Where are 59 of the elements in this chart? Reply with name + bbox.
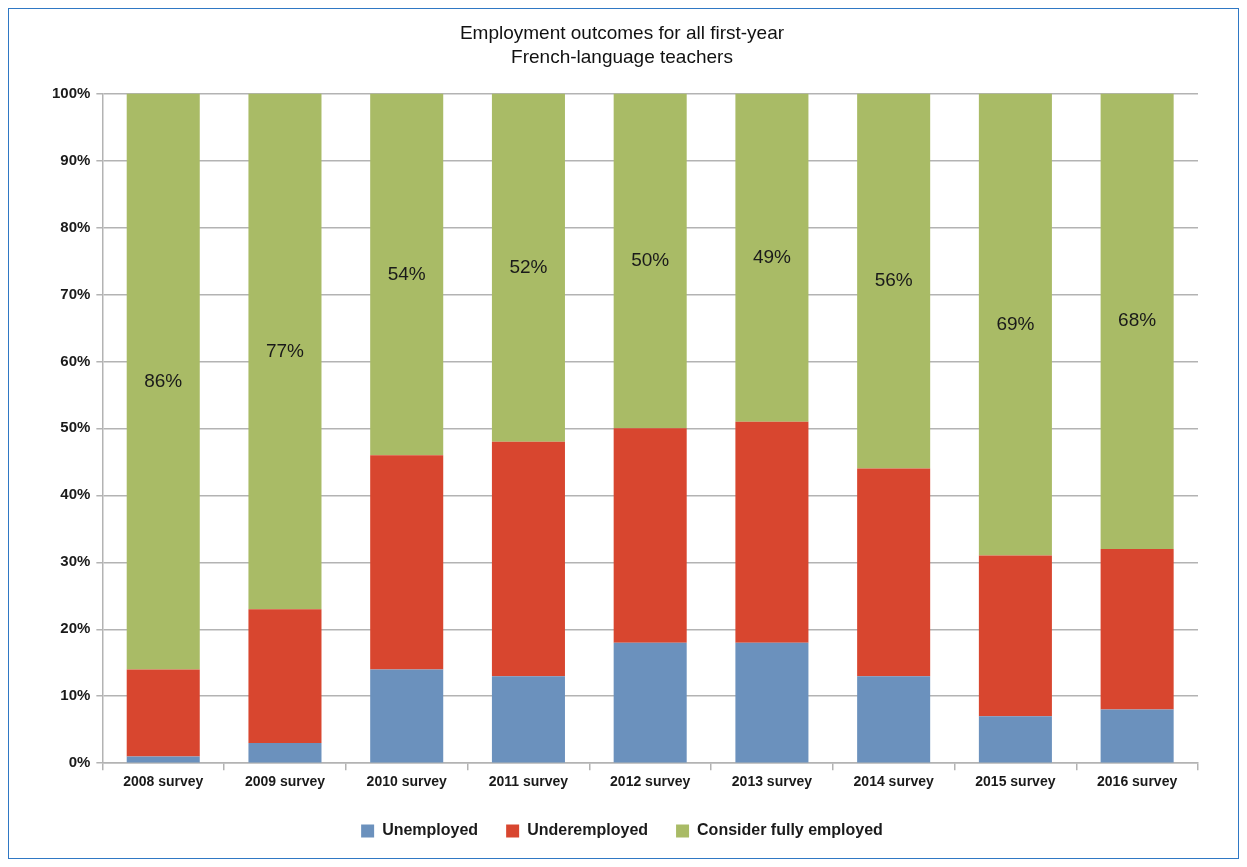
bar [491, 93, 565, 442]
bar [735, 93, 809, 422]
y-tick-label: 40% [60, 485, 91, 503]
data-label: 86% [144, 369, 183, 391]
bar [857, 468, 931, 677]
x-tick-label: 2013 survey [731, 773, 813, 790]
bar [613, 642, 687, 763]
bar [248, 609, 322, 744]
x-tick-label: 2011 survey [488, 773, 569, 790]
bar [735, 642, 809, 763]
bar [1100, 548, 1174, 710]
y-tick-label: 50% [60, 418, 91, 436]
x-tick-label: 2008 survey [123, 773, 204, 790]
bar [491, 441, 565, 677]
bar [978, 555, 1052, 717]
bar [1100, 709, 1174, 763]
bar [126, 93, 200, 670]
bar [978, 93, 1052, 556]
y-tick-label: 30% [60, 552, 91, 570]
data-label: 49% [752, 245, 792, 267]
bar [735, 421, 809, 643]
legend-label: Consider fully employed [697, 821, 883, 839]
x-tick-label: 2015 survey [975, 773, 1056, 790]
bar [978, 716, 1052, 763]
bar [370, 669, 444, 763]
data-label: 54% [387, 262, 426, 284]
data-label: 68% [1118, 309, 1157, 331]
bar [857, 93, 931, 469]
y-tick-label: 100% [51, 83, 91, 101]
y-tick-label: 70% [60, 284, 91, 302]
bar [491, 676, 565, 763]
x-tick-label: 2010 survey [366, 773, 448, 790]
y-tick-label: 10% [60, 686, 91, 704]
bar [370, 93, 444, 456]
x-tick-label: 2009 survey [244, 773, 326, 790]
bar [613, 93, 687, 429]
legend-label: Unemployed [382, 821, 479, 839]
bar [248, 93, 322, 610]
chart-title: Employment outcomes for all first-year French-language teachers [459, 22, 785, 67]
data-label: 69% [996, 312, 1035, 334]
data-label: 56% [874, 269, 913, 291]
y-tick-label: 60% [60, 351, 91, 369]
y-tick-label: 90% [60, 150, 91, 168]
data-label: 52% [509, 255, 548, 277]
y-tick-label: 80% [60, 217, 91, 235]
x-tick-label: 2014 survey [853, 773, 934, 790]
y-tick-label: 0% [68, 753, 91, 771]
legend-label: Underemployed [527, 821, 649, 839]
bar [126, 669, 200, 757]
data-label: 77% [265, 339, 305, 361]
bar [857, 676, 931, 763]
y-tick-label: 20% [60, 619, 91, 637]
bar [370, 455, 444, 670]
data-label: 50% [631, 249, 670, 271]
x-tick-label: 2016 survey [1097, 773, 1178, 790]
bar [613, 428, 687, 643]
bar [1100, 93, 1174, 549]
x-tick-label: 2012 survey [610, 773, 691, 790]
bar [248, 743, 322, 763]
